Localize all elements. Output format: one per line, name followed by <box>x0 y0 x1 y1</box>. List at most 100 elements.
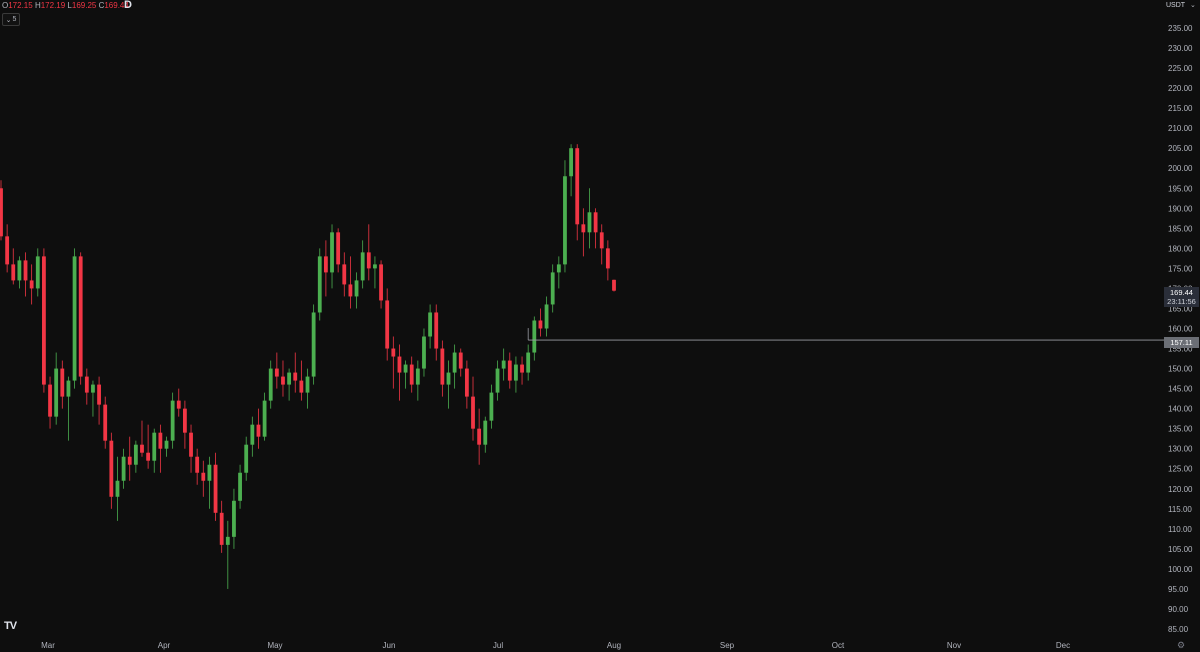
candle <box>60 360 65 409</box>
price-tick-label: 205.00 <box>1168 144 1193 153</box>
time-tick-label: Jun <box>383 641 396 650</box>
price-tick-label: 110.00 <box>1168 525 1192 534</box>
candle <box>446 360 451 409</box>
indicators-toggle-button[interactable]: ⌄ 5 <box>2 13 20 26</box>
candle <box>336 228 341 273</box>
candle <box>72 248 77 389</box>
candle-body <box>323 256 328 273</box>
low-value: 169.25 <box>71 1 97 10</box>
candle <box>434 304 439 361</box>
candle <box>152 428 157 473</box>
candle-body <box>563 176 567 265</box>
price-axis[interactable]: 85.00 90.00 95.00 100.00 105.00 110.00 115.00 1… <box>1168 24 1193 634</box>
candle <box>575 144 580 241</box>
candle <box>342 252 347 297</box>
horizontal-level[interactable] <box>527 328 1164 341</box>
price-tick-label: 215.00 <box>1168 104 1193 113</box>
price-tick-label: 155.00 <box>1168 345 1193 354</box>
candle-body <box>403 364 408 373</box>
price-tick-label: 210.00 <box>1168 124 1193 133</box>
candle <box>256 408 261 449</box>
candle-body <box>262 400 267 437</box>
candle <box>354 272 359 309</box>
interval-label[interactable]: D <box>124 0 132 11</box>
candle-body <box>489 392 494 421</box>
open-key: O <box>2 1 9 10</box>
candle <box>268 360 273 409</box>
bar-countdown: 23:11:56 <box>1164 297 1199 307</box>
candle-body <box>415 368 420 385</box>
currency-label[interactable]: USDT <box>1166 2 1186 9</box>
price-tick-label: 150.00 <box>1168 365 1193 374</box>
candle-body <box>612 279 616 291</box>
candle <box>207 456 212 509</box>
high-key: H <box>34 1 41 10</box>
candle <box>78 252 83 385</box>
candle <box>415 360 420 401</box>
candle <box>232 488 236 549</box>
candle <box>520 356 524 385</box>
candle-body <box>336 232 341 265</box>
candle-body <box>373 264 377 269</box>
candle-body <box>182 408 187 433</box>
candle-body <box>0 188 3 237</box>
candle <box>170 392 175 449</box>
candle <box>483 416 488 453</box>
time-tick-label: Oct <box>832 641 845 650</box>
candle-body <box>72 256 77 381</box>
candle-body <box>42 256 46 385</box>
candle-body <box>35 256 40 289</box>
candle <box>201 460 206 497</box>
high-value: 172.19 <box>40 1 66 10</box>
candle-body <box>146 452 151 461</box>
candle-body <box>97 384 101 405</box>
price-tick-label: 105.00 <box>1168 545 1193 554</box>
candle-body <box>483 420 488 445</box>
candle-body <box>526 352 531 373</box>
candle <box>48 376 52 429</box>
candle <box>360 240 365 289</box>
candle <box>195 448 200 485</box>
candle-body <box>195 456 200 473</box>
candle <box>569 144 573 197</box>
gear-icon[interactable]: ⚙ <box>1177 640 1186 650</box>
candle-body <box>366 252 371 269</box>
candle-body <box>428 312 433 337</box>
candle <box>17 256 22 289</box>
open-value: 172.15 <box>8 1 33 10</box>
candle <box>391 336 396 389</box>
price-tick-label: 190.00 <box>1168 204 1193 213</box>
candle <box>262 392 267 441</box>
tradingview-logo[interactable]: TV <box>4 620 17 632</box>
price-tick-label: 130.00 <box>1168 445 1193 454</box>
candle-body <box>446 372 451 385</box>
time-tick-label: Jul <box>493 641 503 650</box>
candle <box>422 328 426 377</box>
candle <box>458 348 463 377</box>
price-tick-label: 135.00 <box>1168 425 1193 434</box>
candle-body <box>152 432 157 461</box>
candle-body <box>293 372 298 381</box>
candle-body <box>305 376 310 393</box>
candle <box>403 360 408 389</box>
candle-body <box>48 384 52 417</box>
price-tick-label: 180.00 <box>1168 244 1193 253</box>
candle-body <box>225 536 230 545</box>
candle <box>311 304 316 385</box>
chevron-down-icon[interactable]: ⌄ <box>1190 2 1196 9</box>
candle-body <box>354 280 359 297</box>
candle-body <box>207 464 212 481</box>
time-tick-label: May <box>267 641 282 650</box>
candle-body <box>5 236 10 265</box>
candle <box>35 248 40 297</box>
candle <box>605 240 610 281</box>
candle <box>23 252 28 297</box>
candle <box>164 436 169 457</box>
level-price-tag[interactable]: 157.11 <box>1164 337 1199 348</box>
candle-body <box>391 348 396 357</box>
time-axis[interactable]: Mar Apr May Jun Jul Aug Sep Oct Nov Dec <box>41 641 1070 650</box>
candle <box>213 452 218 521</box>
indicator-count: 5 <box>12 16 17 23</box>
candle-body <box>434 312 439 349</box>
